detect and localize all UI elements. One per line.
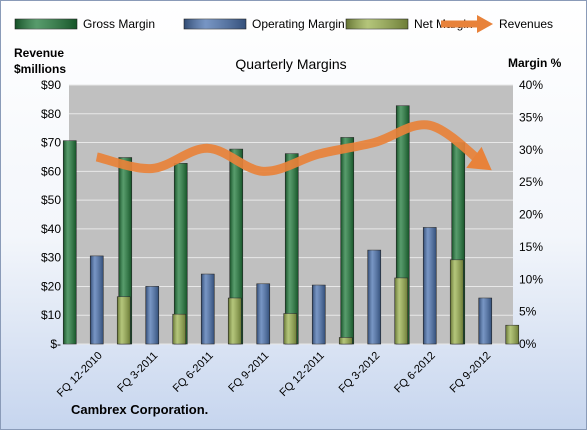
footer-company-name: Cambrex Corporation. <box>71 402 208 417</box>
bar-shading <box>145 286 159 344</box>
bar-shading <box>339 337 353 344</box>
bar-shading <box>283 313 297 344</box>
bar-shading <box>174 163 188 344</box>
category-tick-label: FQ 3-2012 <box>337 350 383 396</box>
bar-shading <box>229 149 243 344</box>
bar-shading <box>228 298 242 344</box>
category-tick-label: FQ 12-2011 <box>277 350 326 399</box>
right-axis-tick-label: 20% <box>519 208 543 222</box>
left-axis-label: $millions <box>14 62 66 76</box>
right-axis-tick-label: 30% <box>519 143 543 157</box>
left-axis-label: Revenue <box>14 46 64 60</box>
bar-shading <box>285 153 299 344</box>
category-tick-label: FQ 9-2012 <box>448 350 494 396</box>
bar-shading <box>478 298 492 344</box>
left-axis-tick-label: $- <box>50 337 61 351</box>
right-axis-tick-label: 10% <box>519 272 543 286</box>
right-axis-tick-label: 0% <box>519 337 537 351</box>
revenue-arrowhead <box>466 146 492 171</box>
bar-shading <box>63 140 77 344</box>
left-axis-tick-label: $80 <box>41 107 61 121</box>
right-axis-label: Margin % <box>508 56 562 70</box>
left-axis-tick-label: $30 <box>41 251 61 265</box>
right-axis-tick-label: 40% <box>519 78 543 92</box>
left-axis-tick-label: $50 <box>41 193 61 207</box>
legend-swatch-shading <box>346 19 408 29</box>
bar-shading <box>423 227 437 344</box>
bar-shading <box>450 259 464 344</box>
bar-shading <box>256 283 270 344</box>
right-axis-tick-label: 15% <box>519 240 543 254</box>
left-axis-tick-label: $70 <box>41 136 61 150</box>
category-tick-label: FQ 9-2011 <box>226 350 271 395</box>
bar-shading <box>312 285 326 344</box>
category-tick-label: FQ 3-2011 <box>115 350 160 395</box>
legend-swatch-shading <box>15 19 77 29</box>
bar-shading <box>367 250 381 344</box>
bar-shading <box>201 274 215 344</box>
bar-shading <box>340 137 354 344</box>
bar-shading <box>505 325 519 344</box>
category-tick-label: FQ 6-2011 <box>171 350 216 395</box>
left-axis-tick-label: $90 <box>41 78 61 92</box>
chart-title: Quarterly Margins <box>235 56 346 72</box>
legend-label: Operating Margin <box>252 17 345 31</box>
legend-swatch-shading <box>184 19 246 29</box>
right-axis-tick-label: 5% <box>519 305 537 319</box>
category-tick-label: FQ 6-2012 <box>392 350 438 396</box>
left-axis-tick-label: $40 <box>41 222 61 236</box>
legend-arrow <box>477 15 493 33</box>
bar-shading <box>117 296 131 344</box>
left-axis-tick-label: $10 <box>41 308 61 322</box>
right-axis-tick-label: 25% <box>519 175 543 189</box>
category-tick-label: FQ 12-2010 <box>55 350 105 400</box>
left-axis-tick-label: $20 <box>41 279 61 293</box>
bar-shading <box>90 255 104 344</box>
bar-shading <box>394 277 408 344</box>
legend-label: Revenues <box>499 17 553 31</box>
right-axis-tick-label: 35% <box>519 110 543 124</box>
left-axis-tick-label: $60 <box>41 164 61 178</box>
legend-label: Gross Margin <box>83 17 155 31</box>
bar-shading <box>172 314 186 344</box>
